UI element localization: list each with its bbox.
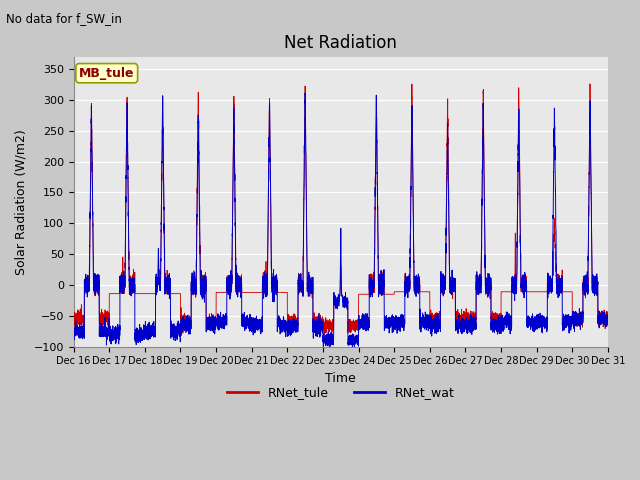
X-axis label: Time: Time (325, 372, 356, 385)
Text: No data for f_SW_in: No data for f_SW_in (6, 12, 122, 25)
Y-axis label: Solar Radiation (W/m2): Solar Radiation (W/m2) (15, 129, 28, 275)
Text: MB_tule: MB_tule (79, 67, 134, 80)
Legend: RNet_tule, RNet_wat: RNet_tule, RNet_wat (221, 381, 460, 404)
Title: Net Radiation: Net Radiation (284, 34, 397, 52)
